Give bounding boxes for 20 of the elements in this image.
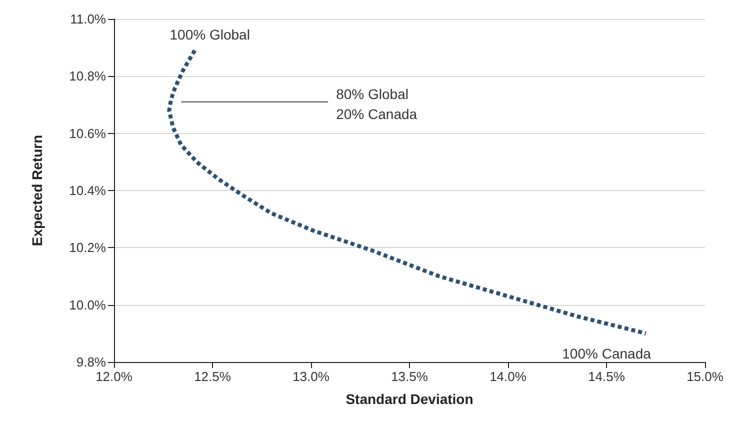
y-tick-label: 10.0% bbox=[69, 297, 106, 312]
y-tick-label: 11.0% bbox=[70, 12, 106, 26]
annotation: 80% Global 20% Canada bbox=[336, 86, 418, 122]
x-tick-label: 13.0% bbox=[292, 369, 330, 384]
y-axis-title: Expected Return bbox=[29, 134, 45, 246]
x-axis-title: Standard Deviation bbox=[346, 391, 474, 407]
y-tick-label: 10.6% bbox=[69, 126, 106, 141]
x-tick-label: 15.0% bbox=[686, 369, 724, 384]
annotation: 100% Canada bbox=[562, 345, 652, 362]
x-tick-label: 14.0% bbox=[490, 369, 527, 384]
annotation: 100% Global bbox=[170, 26, 250, 42]
x-tick-label: 13.5% bbox=[391, 369, 428, 384]
y-tick-label: 9.8% bbox=[76, 354, 106, 370]
x-tick-label: 14.5% bbox=[588, 369, 626, 384]
y-tick-label: 10.8% bbox=[69, 68, 106, 84]
x-tick-label: 12.0% bbox=[96, 369, 133, 384]
line-series bbox=[167, 48, 648, 336]
x-tick-label: 12.5% bbox=[194, 369, 232, 384]
y-tick-label: 10.2% bbox=[69, 240, 106, 256]
y-tick-label: 10.4% bbox=[69, 183, 106, 198]
